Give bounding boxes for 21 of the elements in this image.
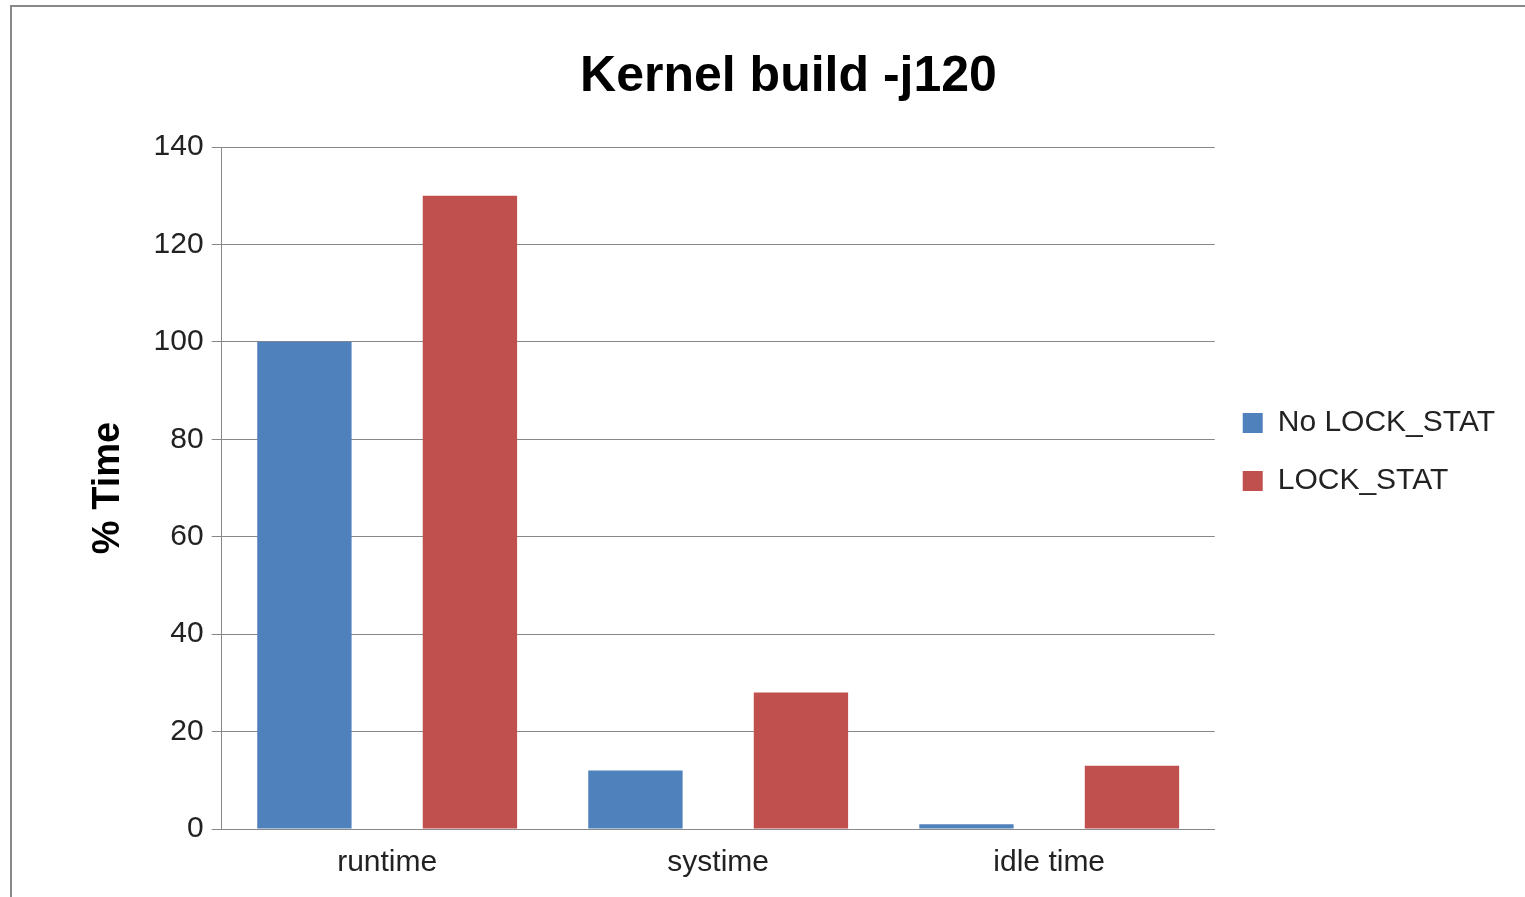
y-tick-label: 80 xyxy=(170,420,204,454)
legend-label: No LOCK_STAT xyxy=(1277,404,1495,438)
y-tick-label: 60 xyxy=(170,517,204,551)
y-axis-title: % Time xyxy=(85,421,128,555)
bar xyxy=(753,692,849,829)
y-tick-label: 120 xyxy=(153,225,204,259)
legend-label: LOCK_STAT xyxy=(1277,462,1449,496)
bar xyxy=(919,824,1014,829)
y-tick-label: 100 xyxy=(153,323,204,357)
y-tick-label: 140 xyxy=(153,128,204,162)
y-tick-label: 40 xyxy=(170,615,204,649)
bar xyxy=(1084,765,1180,829)
y-tick-label: 0 xyxy=(186,810,204,844)
bar xyxy=(588,770,683,829)
x-tick-label: idle time xyxy=(993,844,1106,878)
x-tick-label: systime xyxy=(667,844,770,878)
y-tick-label: 20 xyxy=(170,712,204,746)
x-tick-label: runtime xyxy=(337,844,438,878)
bar xyxy=(257,341,352,829)
chart-title: Kernel build -j120 xyxy=(580,45,997,102)
bar xyxy=(422,195,518,829)
